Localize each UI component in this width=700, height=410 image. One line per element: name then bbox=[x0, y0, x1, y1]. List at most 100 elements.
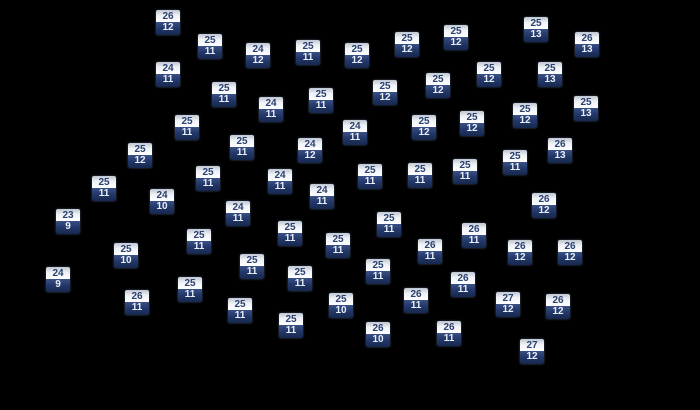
low-temp: 11 bbox=[268, 181, 292, 194]
temperature-badge[interactable]: 25 12 bbox=[444, 25, 468, 50]
temperature-badge[interactable]: 25 11 bbox=[288, 266, 312, 291]
low-temp: 11 bbox=[343, 132, 367, 145]
low-temp: 11 bbox=[240, 266, 264, 279]
temperature-badge[interactable]: 25 12 bbox=[513, 103, 537, 128]
low-temp: 12 bbox=[395, 44, 419, 57]
temperature-badge[interactable]: 25 10 bbox=[329, 293, 353, 318]
high-temp: 25 bbox=[230, 135, 254, 147]
temperature-badge[interactable]: 25 12 bbox=[460, 111, 484, 136]
high-temp: 26 bbox=[366, 322, 390, 334]
temperature-badge[interactable]: 25 11 bbox=[175, 115, 199, 140]
temperature-badge[interactable]: 25 12 bbox=[395, 32, 419, 57]
temperature-badge[interactable]: 23 9 bbox=[56, 209, 80, 234]
temperature-badge[interactable]: 24 11 bbox=[268, 169, 292, 194]
temperature-badge[interactable]: 25 11 bbox=[178, 277, 202, 302]
temperature-badge[interactable]: 25 11 bbox=[230, 135, 254, 160]
temperature-badge[interactable]: 27 12 bbox=[496, 292, 520, 317]
temperature-badge[interactable]: 24 11 bbox=[343, 120, 367, 145]
temperature-badge[interactable]: 25 11 bbox=[366, 259, 390, 284]
temperature-badge[interactable]: 25 10 bbox=[114, 243, 138, 268]
temperature-badge[interactable]: 26 11 bbox=[418, 239, 442, 264]
temperature-badge[interactable]: 24 11 bbox=[226, 201, 250, 226]
low-temp: 12 bbox=[532, 205, 556, 218]
temperature-badge[interactable]: 26 12 bbox=[558, 240, 582, 265]
high-temp: 25 bbox=[345, 43, 369, 55]
temperature-badge[interactable]: 26 10 bbox=[366, 322, 390, 347]
temperature-badge[interactable]: 24 11 bbox=[310, 184, 334, 209]
temperature-badge[interactable]: 26 12 bbox=[546, 294, 570, 319]
high-temp: 24 bbox=[226, 201, 250, 213]
low-temp: 12 bbox=[298, 150, 322, 163]
temperature-badge[interactable]: 25 11 bbox=[377, 212, 401, 237]
high-temp: 24 bbox=[46, 267, 70, 279]
temperature-badge[interactable]: 25 11 bbox=[228, 298, 252, 323]
temperature-badge[interactable]: 25 13 bbox=[538, 62, 562, 87]
temperature-badge[interactable]: 25 11 bbox=[240, 254, 264, 279]
high-temp: 25 bbox=[114, 243, 138, 255]
low-temp: 12 bbox=[345, 55, 369, 68]
temperature-badge[interactable]: 25 11 bbox=[279, 313, 303, 338]
temperature-badge[interactable]: 26 13 bbox=[575, 32, 599, 57]
temperature-badge[interactable]: 25 12 bbox=[477, 62, 501, 87]
temperature-badge[interactable]: 24 12 bbox=[246, 43, 270, 68]
temperature-badge[interactable]: 26 13 bbox=[548, 138, 572, 163]
low-temp: 11 bbox=[418, 251, 442, 264]
temperature-badge[interactable]: 24 9 bbox=[46, 267, 70, 292]
high-temp: 25 bbox=[524, 17, 548, 29]
temperature-badge[interactable]: 25 12 bbox=[128, 143, 152, 168]
temperature-badge[interactable]: 26 12 bbox=[532, 193, 556, 218]
temperature-badge[interactable]: 25 13 bbox=[574, 96, 598, 121]
high-temp: 25 bbox=[477, 62, 501, 74]
high-temp: 25 bbox=[309, 88, 333, 100]
temperature-badge[interactable]: 24 12 bbox=[298, 138, 322, 163]
high-temp: 24 bbox=[298, 138, 322, 150]
temperature-badge[interactable]: 24 10 bbox=[150, 189, 174, 214]
low-temp: 11 bbox=[366, 271, 390, 284]
temperature-badge[interactable]: 25 11 bbox=[503, 150, 527, 175]
high-temp: 24 bbox=[246, 43, 270, 55]
high-temp: 26 bbox=[156, 10, 180, 22]
temperature-badge[interactable]: 26 11 bbox=[125, 290, 149, 315]
low-temp: 11 bbox=[212, 94, 236, 107]
low-temp: 12 bbox=[426, 85, 450, 98]
temperature-badge[interactable]: 25 11 bbox=[278, 221, 302, 246]
temperature-badge[interactable]: 25 11 bbox=[198, 34, 222, 59]
high-temp: 25 bbox=[503, 150, 527, 162]
high-temp: 25 bbox=[228, 298, 252, 310]
temperature-badge[interactable]: 25 11 bbox=[326, 233, 350, 258]
temperature-badge[interactable]: 25 11 bbox=[408, 163, 432, 188]
low-temp: 11 bbox=[453, 171, 477, 184]
high-temp: 25 bbox=[538, 62, 562, 74]
high-temp: 25 bbox=[196, 166, 220, 178]
temperature-badge[interactable]: 25 11 bbox=[196, 166, 220, 191]
temperature-badge[interactable]: 25 11 bbox=[187, 229, 211, 254]
temperature-badge[interactable]: 26 11 bbox=[437, 321, 461, 346]
temperature-badge[interactable]: 25 11 bbox=[309, 88, 333, 113]
temperature-badge[interactable]: 25 11 bbox=[358, 164, 382, 189]
temperature-badge[interactable]: 24 11 bbox=[259, 97, 283, 122]
temperature-badge[interactable]: 26 11 bbox=[451, 272, 475, 297]
temperature-badge[interactable]: 25 13 bbox=[524, 17, 548, 42]
high-temp: 26 bbox=[546, 294, 570, 306]
temperature-badge[interactable]: 26 12 bbox=[156, 10, 180, 35]
low-temp: 11 bbox=[309, 100, 333, 113]
temperature-badge[interactable]: 25 12 bbox=[373, 80, 397, 105]
high-temp: 24 bbox=[268, 169, 292, 181]
temperature-badge[interactable]: 25 12 bbox=[412, 115, 436, 140]
temperature-badge[interactable]: 25 12 bbox=[426, 73, 450, 98]
temperature-badge[interactable]: 25 11 bbox=[92, 176, 116, 201]
temperature-badge[interactable]: 27 12 bbox=[520, 339, 544, 364]
temperature-badge[interactable]: 26 11 bbox=[462, 223, 486, 248]
temperature-badge[interactable]: 24 11 bbox=[156, 62, 180, 87]
temperature-badge[interactable]: 26 11 bbox=[404, 288, 428, 313]
high-temp: 26 bbox=[437, 321, 461, 333]
temperature-badge[interactable]: 26 12 bbox=[508, 240, 532, 265]
high-temp: 25 bbox=[92, 176, 116, 188]
temperature-badge[interactable]: 25 11 bbox=[453, 159, 477, 184]
high-temp: 26 bbox=[532, 193, 556, 205]
temperature-badge[interactable]: 25 12 bbox=[345, 43, 369, 68]
temperature-badge[interactable]: 25 11 bbox=[296, 40, 320, 65]
low-temp: 11 bbox=[178, 289, 202, 302]
temperature-badge[interactable]: 25 11 bbox=[212, 82, 236, 107]
